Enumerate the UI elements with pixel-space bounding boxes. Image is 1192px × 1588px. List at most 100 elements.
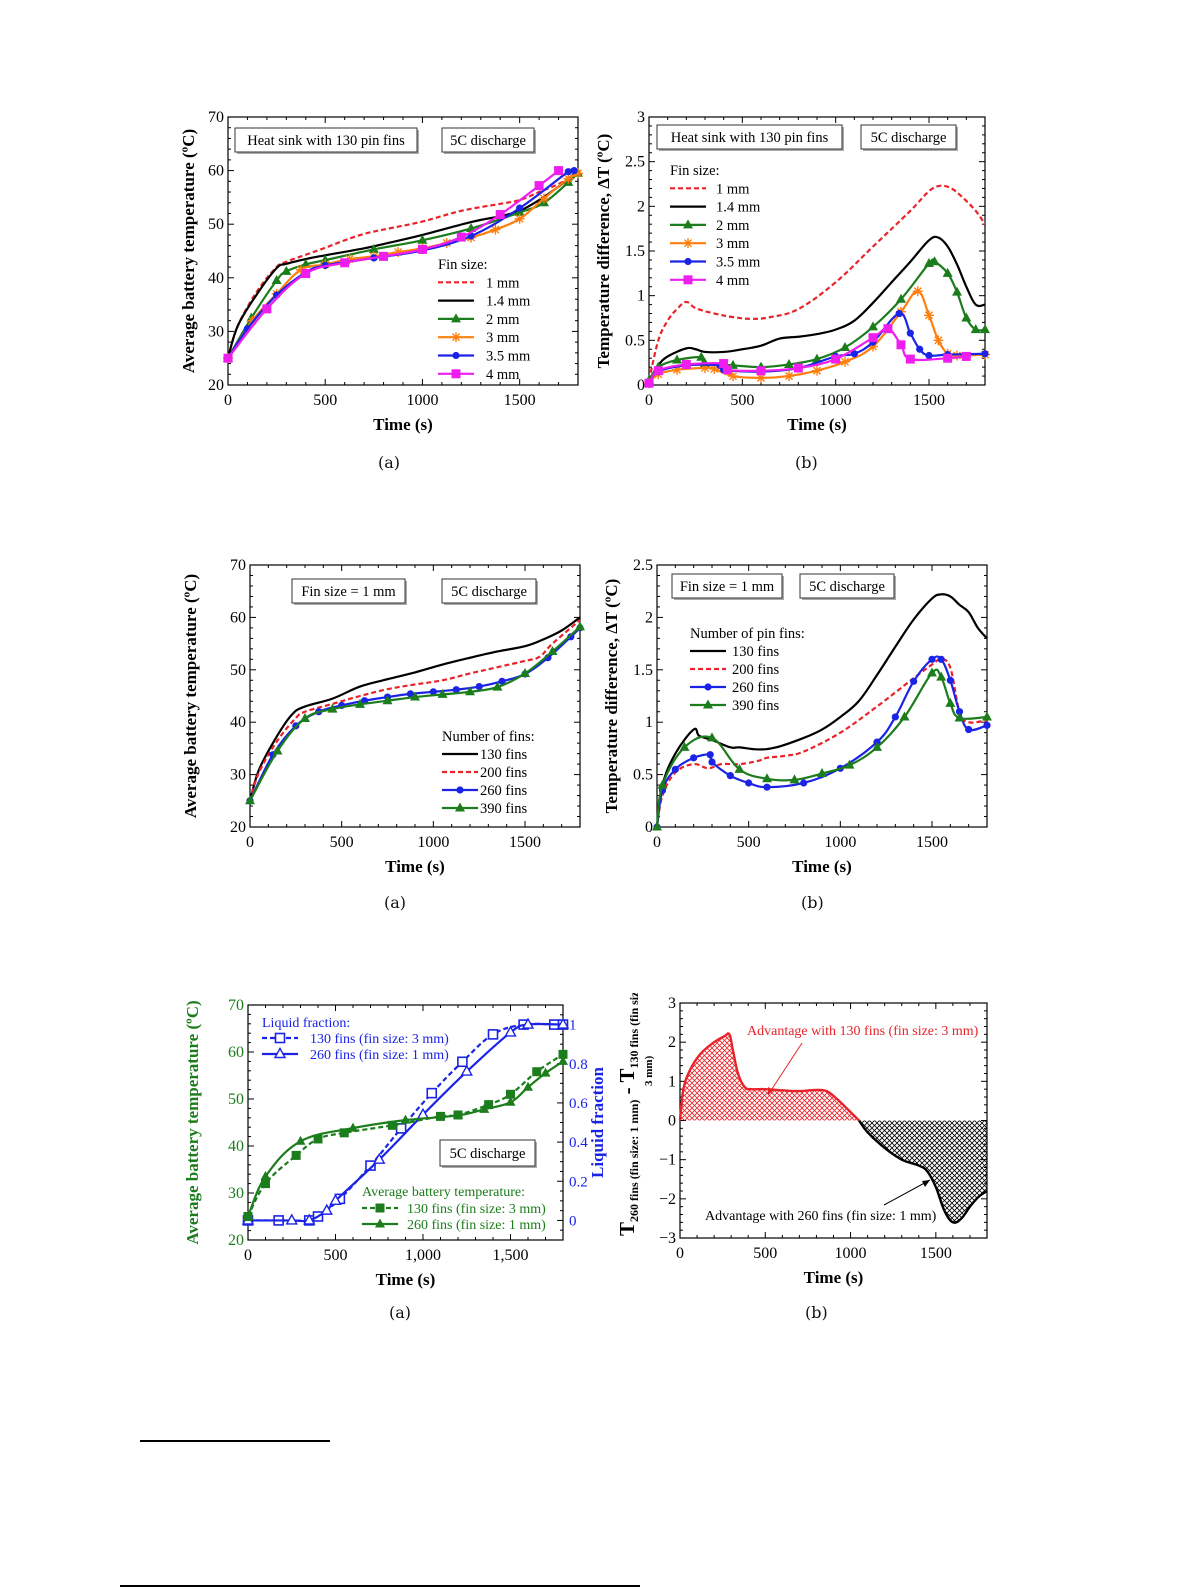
annotation-heat-sink: Heat sink with 130 pin fins — [656, 124, 844, 151]
y-tick-label: 20 — [208, 377, 224, 394]
y-tick-label: 0 — [645, 819, 653, 836]
x-tick-label: 500 — [330, 834, 354, 851]
data-point — [429, 688, 437, 696]
legend-marker — [274, 1032, 286, 1044]
data-point — [456, 232, 466, 242]
data-point — [872, 741, 882, 751]
legend-marker — [273, 1047, 287, 1059]
legend-item: 130 fins — [690, 644, 779, 660]
data-point — [831, 354, 841, 364]
x-tick-label: 1,500 — [493, 1247, 529, 1264]
y-tick-label: 1 — [645, 714, 653, 731]
axes: 0 500 1000 1500 20 30 40 50 60 70 Time (s) Average … — [180, 109, 579, 434]
series-line — [655, 655, 988, 828]
series-2-mm — [223, 167, 583, 362]
y-tick-label: 30 — [230, 767, 246, 784]
data-point — [910, 677, 918, 685]
data-point — [339, 1128, 349, 1138]
series-line — [249, 626, 581, 802]
data-point — [272, 745, 283, 755]
x-tick-label: 0 — [244, 1247, 252, 1264]
legend-label: 200 fins — [732, 662, 779, 678]
data-point — [523, 1081, 533, 1091]
y-tick-label: 50 — [208, 216, 224, 233]
y-tick-label: 1 — [668, 1073, 676, 1090]
marker-stroke — [573, 169, 583, 178]
legend-label: 2 mm — [716, 218, 750, 234]
right-axis: 0 0.2 0.4 0.6 0.8 1 Liquid fraction — [557, 1004, 607, 1241]
data-point — [942, 267, 953, 277]
data-point — [554, 166, 564, 176]
data-point — [937, 655, 945, 663]
x-tick-label: 1500 — [913, 392, 945, 409]
data-point — [498, 677, 506, 685]
legend-label: 1.4 mm — [486, 294, 531, 310]
legend-item: 260 fins — [442, 783, 527, 799]
data-point — [965, 725, 973, 734]
y-tick-label: 2 — [645, 609, 653, 626]
annotation-fin-size: Fin size = 1 mm — [291, 578, 407, 605]
legend-label: 130 fins (fin size: 3 mm) — [310, 1032, 449, 1047]
legend-item: 390 fins — [442, 801, 527, 817]
annotation-text: 5C discharge — [450, 133, 526, 149]
data-point — [303, 1213, 316, 1225]
chart-row2b-delta-t-fin-count: 0 500 1000 1500 0 0.5 1 1.5 2 2.5 Time (s) Temperat… — [602, 557, 992, 876]
axes: 0 500 1,000 1,500 20 30 40 50 60 70 Time (s) Averag… — [183, 997, 564, 1289]
data-point — [245, 795, 255, 805]
data-point — [961, 351, 971, 361]
annotation-discharge: 5C discharge — [799, 573, 896, 600]
data-point — [556, 1017, 570, 1029]
data-point — [426, 1087, 438, 1099]
y-tick-label: 70 — [228, 997, 244, 1014]
annotation-text: Heat sink with 130 pin fins — [247, 133, 405, 149]
chart-row3b-temperature-advantage: 0 500 1000 1500 −3 −2 −1 0 1 2 3 Time (s) Advantage … — [615, 993, 988, 1287]
data-point — [368, 243, 379, 253]
x-tick-label: 1000 — [820, 392, 852, 409]
data-point — [696, 351, 707, 361]
legend-item: 4 mm — [670, 273, 750, 289]
legend-label: 260 fins (fin size: 1 mm) — [310, 1048, 449, 1063]
y-tick-label: 30 — [208, 323, 224, 340]
data-point — [912, 286, 923, 297]
axes: 0 500 1000 1500 0 0.5 1 1.5 2 2.5 Time (s) Temperat… — [602, 557, 988, 876]
data-point — [899, 711, 910, 721]
y-tick-label: 50 — [230, 662, 246, 679]
data-point — [516, 204, 524, 212]
data-point — [844, 759, 855, 769]
data-point — [475, 682, 483, 691]
chart-row3a-temp-and-liquid-fraction: 0 500 1,000 1,500 20 30 40 50 60 70 Time (s) Averag… — [183, 997, 607, 1289]
marker-stroke — [491, 225, 500, 234]
annotation-fin-size: Fin size = 1 mm — [671, 573, 784, 600]
y-axis-title-line1: T260 fins (fin size: 1 mm) - T130 fins (… — [615, 993, 641, 1236]
data-point — [679, 741, 690, 751]
legend-battery-temperature: Average battery temperature: 130 fins (fi… — [362, 1185, 546, 1233]
area-fill-positive — [680, 1033, 860, 1121]
y-axis-title-line2: 3 mm) — [643, 1055, 655, 1086]
y-tick-label: 40 — [230, 714, 246, 731]
data-point — [925, 351, 933, 360]
data-point — [417, 244, 427, 254]
y-tick-label: 1.5 — [633, 662, 653, 679]
data-point — [812, 365, 822, 376]
y-tick-label: 0 — [637, 377, 645, 394]
marker-stroke — [700, 363, 710, 373]
data-point — [558, 1049, 568, 1059]
series-260-fins-fin-size-1-mm- — [241, 1017, 570, 1225]
x-axis-title: Time (s) — [787, 415, 847, 434]
legend-label: 1.4 mm — [716, 200, 761, 216]
data-point — [295, 1135, 306, 1145]
data-point — [924, 310, 934, 321]
data-point — [521, 1017, 535, 1029]
x-tick-label: 1500 — [920, 1245, 952, 1262]
y-tick-label: 2.5 — [633, 557, 653, 574]
data-point — [840, 356, 850, 367]
annotation-arrow-130 — [767, 1042, 803, 1096]
data-point — [547, 645, 558, 655]
marker-stroke — [913, 287, 922, 296]
legend-marker — [703, 699, 713, 709]
marker-stroke — [672, 365, 682, 374]
legend-title: Number of pin fins: — [690, 626, 805, 642]
legend-item: 3 mm — [438, 330, 520, 346]
data-point — [410, 691, 420, 701]
data-point — [840, 341, 850, 351]
